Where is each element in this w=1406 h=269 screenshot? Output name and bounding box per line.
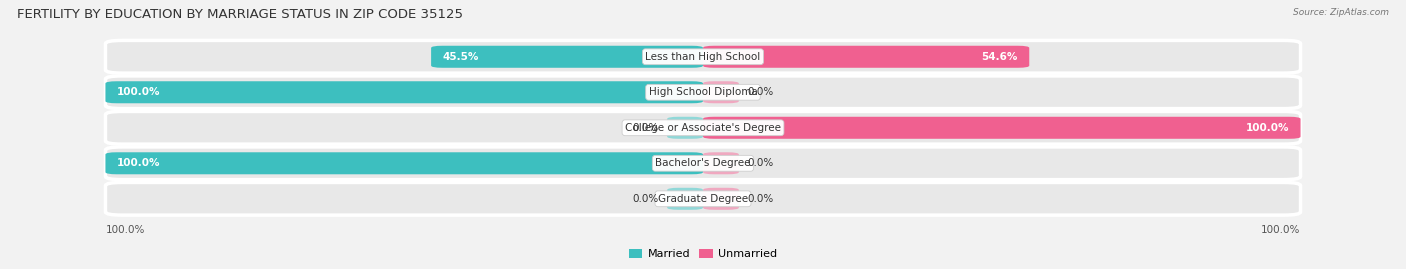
- Text: Source: ZipAtlas.com: Source: ZipAtlas.com: [1294, 8, 1389, 17]
- FancyBboxPatch shape: [703, 81, 740, 103]
- Text: 54.6%: 54.6%: [981, 52, 1018, 62]
- FancyBboxPatch shape: [105, 182, 1301, 215]
- FancyBboxPatch shape: [105, 147, 1301, 180]
- Text: Graduate Degree: Graduate Degree: [658, 194, 748, 204]
- FancyBboxPatch shape: [105, 111, 1301, 144]
- Legend: Married, Unmarried: Married, Unmarried: [624, 244, 782, 263]
- FancyBboxPatch shape: [105, 152, 703, 174]
- Text: Less than High School: Less than High School: [645, 52, 761, 62]
- FancyBboxPatch shape: [105, 81, 703, 103]
- Text: College or Associate's Degree: College or Associate's Degree: [626, 123, 780, 133]
- Text: 0.0%: 0.0%: [748, 87, 773, 97]
- FancyBboxPatch shape: [666, 188, 703, 210]
- Text: 100.0%: 100.0%: [117, 158, 160, 168]
- Text: FERTILITY BY EDUCATION BY MARRIAGE STATUS IN ZIP CODE 35125: FERTILITY BY EDUCATION BY MARRIAGE STATU…: [17, 8, 463, 21]
- FancyBboxPatch shape: [703, 46, 1029, 68]
- FancyBboxPatch shape: [703, 188, 740, 210]
- FancyBboxPatch shape: [666, 117, 703, 139]
- Text: 100.0%: 100.0%: [1261, 225, 1301, 235]
- Text: 100.0%: 100.0%: [1246, 123, 1289, 133]
- FancyBboxPatch shape: [105, 40, 1301, 73]
- FancyBboxPatch shape: [105, 76, 1301, 109]
- Text: 0.0%: 0.0%: [748, 194, 773, 204]
- Text: 0.0%: 0.0%: [633, 194, 658, 204]
- Text: High School Diploma: High School Diploma: [648, 87, 758, 97]
- Text: 0.0%: 0.0%: [748, 158, 773, 168]
- FancyBboxPatch shape: [432, 46, 703, 68]
- Text: 0.0%: 0.0%: [633, 123, 658, 133]
- Text: 45.5%: 45.5%: [443, 52, 478, 62]
- Text: 100.0%: 100.0%: [105, 225, 145, 235]
- Text: 100.0%: 100.0%: [117, 87, 160, 97]
- FancyBboxPatch shape: [703, 152, 740, 174]
- Text: Bachelor's Degree: Bachelor's Degree: [655, 158, 751, 168]
- FancyBboxPatch shape: [703, 117, 1301, 139]
